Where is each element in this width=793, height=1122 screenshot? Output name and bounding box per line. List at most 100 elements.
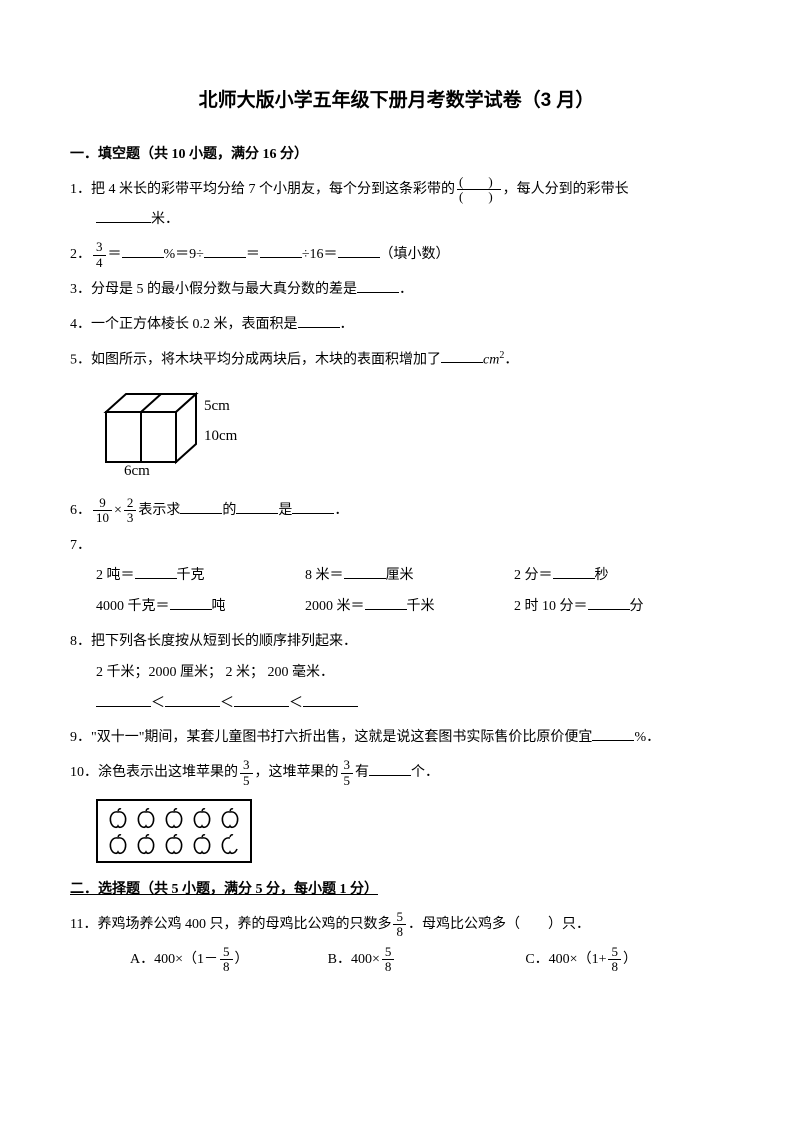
q9-text-b: %． [634,730,660,745]
q7-2c: 2 时 10 分＝ [514,599,588,614]
blank[interactable] [344,565,386,579]
blank[interactable] [260,244,302,258]
blank[interactable] [298,314,340,328]
q3-text: 3．分母是 5 的最小假分数与最大真分数的差是 [70,282,357,297]
apple-icon [134,833,158,855]
blank-fraction: ( )( ) [457,175,501,205]
lt: ＜ [151,696,165,711]
q6-text-d: 是 [278,503,292,518]
q1-text-a: 1．把 4 米长的彩带平均分给 7 个小朋友，每个分到这条彩带的 [70,182,455,197]
eq: ＝ [108,247,122,262]
unit: 千克 [177,568,205,583]
apple-icon [162,807,186,829]
q8-text-a: 8．把下列各长度按从短到长的顺序排列起来． [70,634,357,649]
fraction-5-8: 58 [382,945,395,975]
q7-num: 7． [70,538,91,553]
svg-text:6cm: 6cm [124,463,150,477]
question-2: 2．34＝%＝9÷＝÷16＝（填小数） [70,240,723,271]
question-8: 8．把下列各长度按从短到长的顺序排列起来． 2 千米；2000 厘米； 2 米；… [70,627,723,719]
unit: 分 [630,599,644,614]
blank[interactable] [592,727,634,741]
q7-2a: 4000 千克＝ [96,599,170,614]
question-7: 7． 2 吨＝千克 8 米＝厘米 2 分＝秒 4000 千克＝吨 2000 米＝… [70,531,723,623]
period: ． [399,282,413,297]
lt: ＜ [289,696,303,711]
q10-text-d: 个． [411,765,439,780]
q1-text-c: 米． [151,212,179,227]
q1-text-b: ，每人分到的彩带长 [503,182,629,197]
apple-icon [134,807,158,829]
blank[interactable] [303,693,358,707]
question-6: 6．910×23表示求的是． [70,496,723,527]
q7-1a: 2 吨＝ [96,568,135,583]
svg-text:10cm: 10cm [204,428,238,444]
fraction-3-4: 34 [93,240,106,270]
section-1-head: 一．填空题（共 10 小题，满分 16 分） [70,140,723,171]
period: ． [334,503,348,518]
q2-text-a: 2． [70,247,91,262]
blank[interactable] [96,209,151,223]
q2-text-e: ÷16＝ [302,247,338,262]
blank[interactable] [122,244,164,258]
period: ． [340,317,354,332]
blank[interactable] [135,565,177,579]
unit: 秒 [595,568,609,583]
question-5: 5．如图所示，将木块平均分成两块后，木块的表面积增加了cm2． [70,345,723,376]
option-a[interactable]: A．400×（1－58） [130,945,328,976]
option-c[interactable]: C．400×（1+58） [525,945,723,976]
unit: 吨 [212,599,226,614]
question-11: 11．养鸡场养公鸡 400 只，养的母鸡比公鸡的只数多58．母鸡比公鸡多（ ）只… [70,910,723,976]
blank[interactable] [96,693,151,707]
page-title: 北师大版小学五年级下册月考数学试卷（3 月） [70,80,723,122]
q11-text-b: ．母鸡比公鸡多（ ）只． [408,917,590,932]
q10-text-b: ，这堆苹果的 [255,765,339,780]
q10-text-a: 10．涂色表示出这堆苹果的 [70,765,238,780]
apple-icon [106,833,130,855]
apple-icon [190,807,214,829]
blank[interactable] [204,244,246,258]
eq: ＝ [246,247,260,262]
option-b[interactable]: B．400×58 [328,945,526,976]
cuboid-figure: 5cm 10cm 6cm [96,382,723,490]
fraction-2-3: 23 [124,496,137,526]
q6-text-a: 6． [70,503,91,518]
q4-text: 4．一个正方体棱长 0.2 米，表面积是 [70,317,298,332]
blank[interactable] [170,596,212,610]
q6-text-c: 的 [222,503,236,518]
question-10: 10．涂色表示出这堆苹果的35，这堆苹果的35有个． [70,758,723,789]
question-9: 9．"双十一"期间，某套儿童图书打六折出售，这就是说这套图书实际售价比原价便宜%… [70,723,723,754]
fraction-5-8: 58 [393,910,406,940]
blank[interactable] [236,500,278,514]
blank[interactable] [234,693,289,707]
blank[interactable] [553,565,595,579]
fraction-3-5: 35 [240,758,253,788]
section-2-head: 二．选择题（共 5 小题，满分 5 分，每小题 1 分） [70,875,723,906]
blank[interactable] [165,693,220,707]
apple-icon [218,833,242,855]
q5-text-a: 5．如图所示，将木块平均分成两块后，木块的表面积增加了 [70,352,441,367]
q7-1b: 8 米＝ [305,568,344,583]
fraction-5-8: 58 [608,945,621,975]
q2-text-f: （填小数） [380,247,450,262]
apple-icon [106,807,130,829]
blank[interactable] [365,596,407,610]
apple-icon [190,833,214,855]
q7-1c: 2 分＝ [514,568,553,583]
apples-figure [96,799,252,863]
q6-text-b: 表示求 [138,503,180,518]
svg-text:5cm: 5cm [204,398,230,414]
blank[interactable] [338,244,380,258]
blank[interactable] [292,500,334,514]
q11-text-a: 11．养鸡场养公鸡 400 只，养的母鸡比公鸡的只数多 [70,917,391,932]
blank[interactable] [180,500,222,514]
q8-text-b: 2 千米；2000 厘米； 2 米； 200 毫米． [70,658,723,689]
apple-icon [162,833,186,855]
question-3: 3．分母是 5 的最小假分数与最大真分数的差是 ． [70,275,723,306]
unit: 厘米 [386,568,414,583]
blank[interactable] [441,349,483,363]
blank[interactable] [369,762,411,776]
blank[interactable] [357,279,399,293]
blank[interactable] [588,596,630,610]
apple-icon [218,807,242,829]
q5-unit: cm [483,352,499,367]
